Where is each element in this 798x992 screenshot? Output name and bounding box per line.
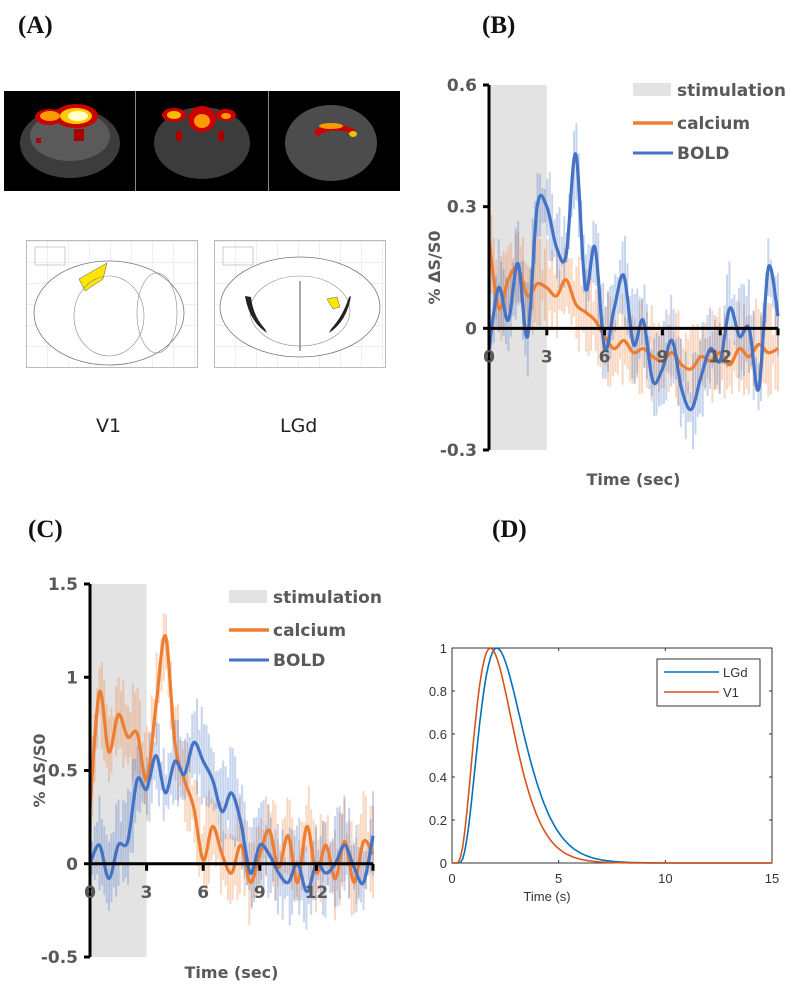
chart-b-line-calcium xyxy=(487,238,779,371)
chart-b-legend-swatch-stimulation xyxy=(633,83,671,96)
panel-label-d: (D) xyxy=(492,516,527,543)
panel-label-b: (B) xyxy=(482,12,516,39)
chart-d-ytick-label: 0.6 xyxy=(429,727,447,742)
chart-b-ytick-label: -0.3 xyxy=(440,441,477,461)
chart-b-ytick-label: 0.6 xyxy=(447,76,477,96)
brain-slice-1 xyxy=(4,91,137,191)
chart-c-ytick-label: 1 xyxy=(66,668,78,688)
chart-d-legend-box xyxy=(656,658,761,707)
chart-c-xtick-label: 9 xyxy=(254,883,266,903)
chart-b-xlabel: Time (sec) xyxy=(587,470,681,489)
chart-b-ylabel: % ΔS/S0 xyxy=(425,230,444,304)
chart-c-legend-swatch-stimulation xyxy=(229,590,267,603)
chart-b-xtick-label: 12 xyxy=(708,347,732,367)
brain-slice-2 xyxy=(136,91,269,191)
chart-d-xtick-label: 10 xyxy=(658,871,672,886)
chart-b-legend-stimulation: stimulation xyxy=(677,81,786,101)
chart-c-legend-bold: BOLD xyxy=(273,651,325,671)
chart-b-line-bold xyxy=(487,152,780,412)
chart-d-ytick-label: 0.4 xyxy=(429,770,447,785)
chart-d-xlabel: Time (s) xyxy=(523,889,570,904)
panel-label-c: (C) xyxy=(28,516,63,543)
chart-d-legend-lgd: LGd xyxy=(723,665,748,680)
chart-d-line-v1 xyxy=(452,647,772,864)
chart-d-xtick-label: 0 xyxy=(448,871,455,886)
chart-d-ytick-label: 0.8 xyxy=(429,684,447,699)
chart-b-xtick-label: 3 xyxy=(541,347,553,367)
chart-c-xtick-label: 0 xyxy=(84,883,96,903)
chart-c-legend-stimulation: stimulation xyxy=(273,588,382,608)
chart-c-ylabel: % ΔS/S0 xyxy=(30,733,49,807)
chart-c-ytick-label: 0 xyxy=(66,855,78,875)
chart-b-xtick-label: 6 xyxy=(599,347,611,367)
chart-c-line-calcium xyxy=(88,634,375,885)
chart-c-ytick-label: -0.5 xyxy=(41,948,78,968)
chart-d-ytick-label: 0 xyxy=(440,856,447,871)
chart-c-ytick-label: 0.5 xyxy=(48,762,78,782)
chart-c-xtick-label: 6 xyxy=(197,883,209,903)
brain-slice-3 xyxy=(269,91,400,191)
chart-b-xtick-label: 9 xyxy=(656,347,668,367)
chart-d-legend-v1: V1 xyxy=(723,685,739,700)
region-label-v1: V1 xyxy=(96,415,122,437)
chart-b-legend-bold: BOLD xyxy=(677,144,729,164)
chart-d-ytick-label: 1 xyxy=(440,641,447,656)
region-label-lgd: LGd xyxy=(280,415,318,437)
atlas-lgd xyxy=(214,240,386,368)
chart-c-line-bold xyxy=(88,740,375,894)
chart-c-xlabel: Time (sec) xyxy=(185,963,279,982)
chart-c-xtick-label: 12 xyxy=(305,883,329,903)
fmri-activation-maps xyxy=(4,91,400,191)
chart-c-xtick-label: 3 xyxy=(141,883,153,903)
chart-c-ytick-label: 1.5 xyxy=(48,575,78,595)
chart-d-ytick-label: 0.2 xyxy=(429,813,447,828)
chart-b-xtick-label: 0 xyxy=(483,347,495,367)
atlas-v1 xyxy=(26,240,198,368)
chart-b-ytick-label: 0.3 xyxy=(447,198,477,218)
chart-b-legend-calcium: calcium xyxy=(677,114,750,134)
chart-d-xtick-label: 5 xyxy=(555,871,562,886)
chart-c-legend-calcium: calcium xyxy=(273,621,346,641)
chart-c-stimulation-region xyxy=(90,584,147,957)
chart-d-xtick-label: 15 xyxy=(765,871,779,886)
panel-label-a: (A) xyxy=(18,12,53,39)
chart-b-ytick-label: 0 xyxy=(465,319,477,339)
